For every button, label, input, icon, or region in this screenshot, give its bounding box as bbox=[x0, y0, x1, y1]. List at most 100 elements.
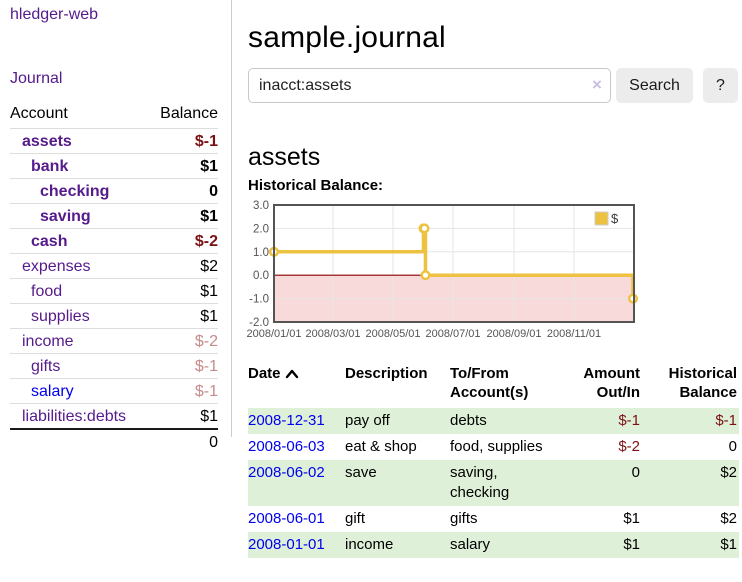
clear-search-icon[interactable]: × bbox=[592, 75, 602, 94]
transaction-accounts: debts bbox=[450, 412, 487, 429]
transaction-row: 2008-06-03 eat & shop food, supplies $-2 0 bbox=[248, 434, 739, 460]
account-link[interactable]: liabilities:debts bbox=[22, 407, 127, 425]
transaction-description: gift bbox=[345, 510, 366, 527]
account-balance: $1 bbox=[148, 153, 218, 179]
svg-text:-2.0: -2.0 bbox=[249, 317, 269, 329]
account-row: income $-2 bbox=[10, 328, 218, 354]
register-header-amount: Amount Out/In bbox=[583, 365, 640, 401]
account-row: expenses $2 bbox=[10, 253, 218, 279]
transaction-date-link[interactable]: 2008-06-03 bbox=[248, 438, 325, 455]
accounts-table-body: assets $-1 bank $1 checking 0 saving $1 cash $-2 e… bbox=[10, 128, 218, 454]
account-link[interactable]: income bbox=[22, 332, 74, 350]
app-brand-link[interactable]: hledger-web bbox=[10, 6, 99, 23]
chart-title: Historical Balance: bbox=[248, 177, 384, 194]
account-row: saving $1 bbox=[10, 203, 218, 229]
accounts-header-row: Account Balance bbox=[10, 101, 218, 129]
svg-text:$: $ bbox=[611, 211, 619, 226]
transaction-description: eat & shop bbox=[345, 438, 417, 455]
transaction-date-link[interactable]: 2008-06-02 bbox=[248, 464, 325, 481]
account-link[interactable]: assets bbox=[22, 132, 72, 150]
transaction-date-link[interactable]: 2008-06-01 bbox=[248, 510, 325, 527]
account-link[interactable]: expenses bbox=[22, 257, 91, 275]
transaction-date-link[interactable]: 2008-12-31 bbox=[248, 412, 325, 429]
account-cell: assets bbox=[10, 128, 149, 154]
chart-canvas: -2.0 -1.0 0.0 1.0 2.0 3.0 2008/01/01 2008/03/01… bbox=[246, 200, 639, 340]
transaction-date-cell: 2008-06-03 bbox=[248, 434, 345, 460]
account-balance: $1 bbox=[148, 303, 218, 329]
account-balance: $-1 bbox=[148, 378, 218, 404]
transaction-amount: $-1 bbox=[618, 412, 640, 429]
account-balance: 0 bbox=[148, 178, 218, 204]
search-input[interactable] bbox=[248, 68, 611, 103]
transaction-amount: $1 bbox=[623, 536, 640, 553]
help-button[interactable]: ? bbox=[703, 68, 738, 103]
account-balance: $1 bbox=[148, 203, 218, 229]
register-header-description: Description bbox=[345, 365, 428, 382]
account-link[interactable]: cash bbox=[31, 232, 68, 250]
sidebar-item-journal[interactable]: Journal bbox=[10, 70, 63, 87]
transaction-accounts: gifts bbox=[450, 510, 478, 527]
register-header-date[interactable]: Date bbox=[248, 364, 345, 408]
account-row: food $1 bbox=[10, 278, 218, 304]
account-balance: $-1 bbox=[148, 353, 218, 379]
transaction-balance: $2 bbox=[720, 464, 737, 481]
register-header-balance: Historical Balance bbox=[668, 365, 737, 401]
account-cell: expenses bbox=[10, 253, 149, 279]
account-cell: cash bbox=[10, 228, 149, 254]
accounts-table: Account Balance assets $-1 bank $1 checking 0… bbox=[10, 101, 218, 454]
transaction-description: income bbox=[345, 536, 394, 553]
account-link[interactable]: bank bbox=[31, 157, 69, 175]
account-link[interactable]: gifts bbox=[31, 357, 61, 375]
transaction-row: 2008-06-01 gift gifts $1 $2 bbox=[248, 506, 739, 532]
account-link[interactable]: saving bbox=[40, 207, 91, 225]
svg-text:2008/05/01: 2008/05/01 bbox=[365, 328, 420, 340]
register-header-accounts: To/From Account(s) bbox=[450, 365, 529, 401]
transaction-row: 2008-06-02 save saving, checking 0 $2 bbox=[248, 460, 739, 506]
svg-text:1.0: 1.0 bbox=[253, 247, 269, 259]
accounts-header-account: Account bbox=[10, 105, 68, 122]
transaction-description: pay off bbox=[345, 412, 390, 429]
transaction-description: save bbox=[345, 464, 377, 481]
svg-text:2008/09/01: 2008/09/01 bbox=[486, 328, 541, 340]
account-row: cash $-2 bbox=[10, 228, 218, 254]
account-cell: supplies bbox=[10, 303, 149, 329]
transaction-balance: 0 bbox=[728, 438, 737, 455]
transaction-date-cell: 2008-06-02 bbox=[248, 460, 345, 506]
account-balance: $-2 bbox=[148, 328, 218, 354]
account-link[interactable]: supplies bbox=[31, 307, 90, 325]
account-row: salary $-1 bbox=[10, 378, 218, 404]
svg-text:2008/03/01: 2008/03/01 bbox=[305, 328, 360, 340]
accounts-header-balance: Balance bbox=[160, 105, 218, 122]
account-heading: assets bbox=[248, 142, 321, 171]
account-link[interactable]: salary bbox=[31, 382, 74, 400]
account-balance: $-1 bbox=[148, 128, 218, 154]
transaction-date-cell: 2008-12-31 bbox=[248, 408, 345, 434]
account-cell: gifts bbox=[10, 353, 149, 379]
accounts-total-row: 0 bbox=[10, 428, 218, 454]
transaction-balance: $1 bbox=[720, 536, 737, 553]
transaction-balance: $2 bbox=[720, 510, 737, 527]
account-cell: bank bbox=[10, 153, 149, 179]
svg-text:3.0: 3.0 bbox=[253, 200, 269, 212]
svg-text:-1.0: -1.0 bbox=[249, 294, 269, 306]
accounts-total-balance: 0 bbox=[148, 428, 218, 454]
svg-text:2008/01/01: 2008/01/01 bbox=[246, 328, 301, 340]
account-row: bank $1 bbox=[10, 153, 218, 179]
transaction-amount: $-2 bbox=[618, 438, 640, 455]
transaction-amount: 0 bbox=[631, 464, 640, 481]
sort-ascending-icon bbox=[285, 369, 298, 379]
transaction-accounts: salary bbox=[450, 536, 491, 553]
transaction-row: 2008-01-01 income salary $1 $1 bbox=[248, 532, 739, 558]
account-row: supplies $1 bbox=[10, 303, 218, 329]
account-cell: food bbox=[10, 278, 149, 304]
transaction-amount: $1 bbox=[623, 510, 640, 527]
register-header-row: Date Description To/From Account(s) Amou… bbox=[248, 364, 739, 408]
transaction-accounts: saving, checking bbox=[450, 464, 510, 501]
account-link[interactable]: checking bbox=[40, 182, 110, 200]
account-cell: liabilities:debts bbox=[10, 403, 149, 429]
account-link[interactable]: food bbox=[31, 282, 63, 300]
search-button[interactable]: Search bbox=[616, 68, 693, 103]
transaction-date-link[interactable]: 2008-01-01 bbox=[248, 536, 325, 553]
svg-text:2.0: 2.0 bbox=[253, 223, 269, 235]
